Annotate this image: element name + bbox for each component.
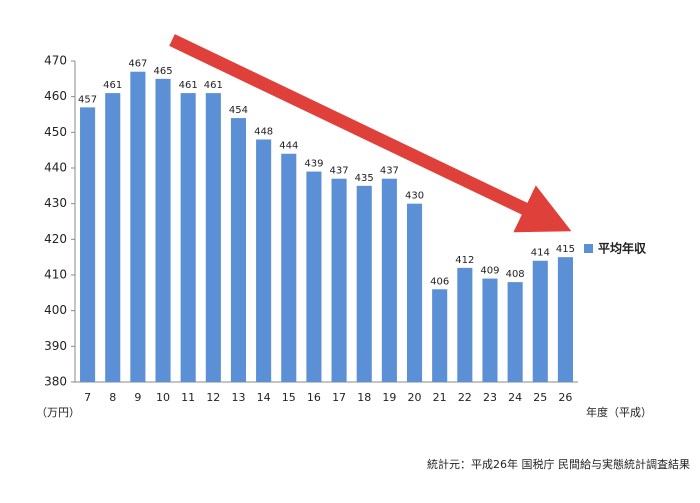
value-label: 408	[506, 269, 525, 280]
value-label: 435	[355, 173, 374, 184]
bar	[331, 178, 347, 382]
value-label: 415	[556, 244, 575, 255]
bar	[507, 282, 523, 382]
bar	[130, 71, 146, 382]
bar	[205, 93, 221, 382]
bar	[381, 178, 397, 382]
y-tick-label: 420	[44, 232, 67, 246]
value-label: 437	[380, 166, 399, 177]
x-tick-label: 8	[109, 391, 116, 404]
trend-arrow	[169, 34, 572, 233]
bar	[230, 118, 247, 383]
bar	[557, 257, 573, 382]
value-label: 457	[78, 94, 97, 105]
y-axis-label: （万円）	[36, 406, 80, 419]
value-label: 448	[254, 126, 273, 137]
y-tick-label: 400	[44, 303, 67, 317]
x-tick-label: 18	[357, 391, 371, 404]
bar	[281, 153, 297, 382]
value-label: 461	[103, 80, 122, 91]
x-tick-label: 22	[458, 391, 472, 404]
x-tick-label: 7	[84, 391, 91, 404]
bar	[432, 289, 448, 382]
x-tick-label: 10	[156, 391, 170, 404]
x-tick-label: 15	[282, 391, 296, 404]
bar	[457, 267, 473, 382]
x-tick-label: 13	[231, 391, 245, 404]
bar	[256, 139, 272, 382]
x-tick-label: 23	[483, 391, 497, 404]
bar	[532, 260, 548, 382]
value-label: 430	[405, 191, 424, 202]
value-label: 467	[128, 59, 147, 70]
value-label: 412	[455, 255, 474, 266]
value-label: 439	[304, 159, 323, 170]
x-tick-label: 16	[307, 391, 321, 404]
legend-label: 平均年収	[598, 241, 647, 256]
value-label: 437	[330, 166, 349, 177]
bar	[356, 185, 372, 382]
bar	[180, 93, 196, 382]
y-tick-label: 450	[44, 125, 67, 139]
y-tick-label: 390	[44, 339, 67, 353]
x-tick-label: 9	[134, 391, 141, 404]
y-tick-label: 430	[44, 196, 67, 210]
y-tick-label: 440	[44, 161, 67, 175]
value-label: 461	[179, 80, 198, 91]
x-tick-label: 12	[206, 391, 220, 404]
x-tick-label: 21	[433, 391, 447, 404]
value-label: 465	[153, 66, 172, 77]
source-note: 統計元：平成26年 国税庁 民間給与実態統計調査結果	[427, 457, 690, 471]
bar	[482, 278, 498, 382]
x-tick-label: 14	[257, 391, 271, 404]
x-tick-label: 17	[332, 391, 346, 404]
bar	[80, 107, 96, 382]
legend-swatch	[584, 244, 593, 253]
y-tick-label: 410	[44, 268, 67, 282]
x-tick-label: 20	[408, 391, 422, 404]
bar	[155, 78, 171, 382]
x-tick-label: 24	[508, 391, 522, 404]
x-tick-label: 25	[533, 391, 547, 404]
x-axis-label: 年度（平成）	[586, 405, 652, 419]
value-label: 454	[229, 105, 248, 116]
bar	[306, 171, 322, 382]
value-label: 444	[279, 141, 298, 152]
y-tick-label: 470	[44, 54, 67, 68]
bar	[105, 93, 121, 382]
bar	[406, 203, 423, 382]
y-tick-label: 460	[44, 89, 67, 103]
value-label: 414	[531, 248, 550, 259]
value-label: 461	[204, 80, 223, 91]
value-label: 409	[480, 266, 499, 277]
value-label: 406	[430, 276, 449, 287]
x-tick-label: 19	[382, 391, 396, 404]
x-tick-label: 11	[181, 391, 195, 404]
x-tick-label: 26	[558, 391, 572, 404]
y-tick-label: 380	[44, 375, 67, 389]
